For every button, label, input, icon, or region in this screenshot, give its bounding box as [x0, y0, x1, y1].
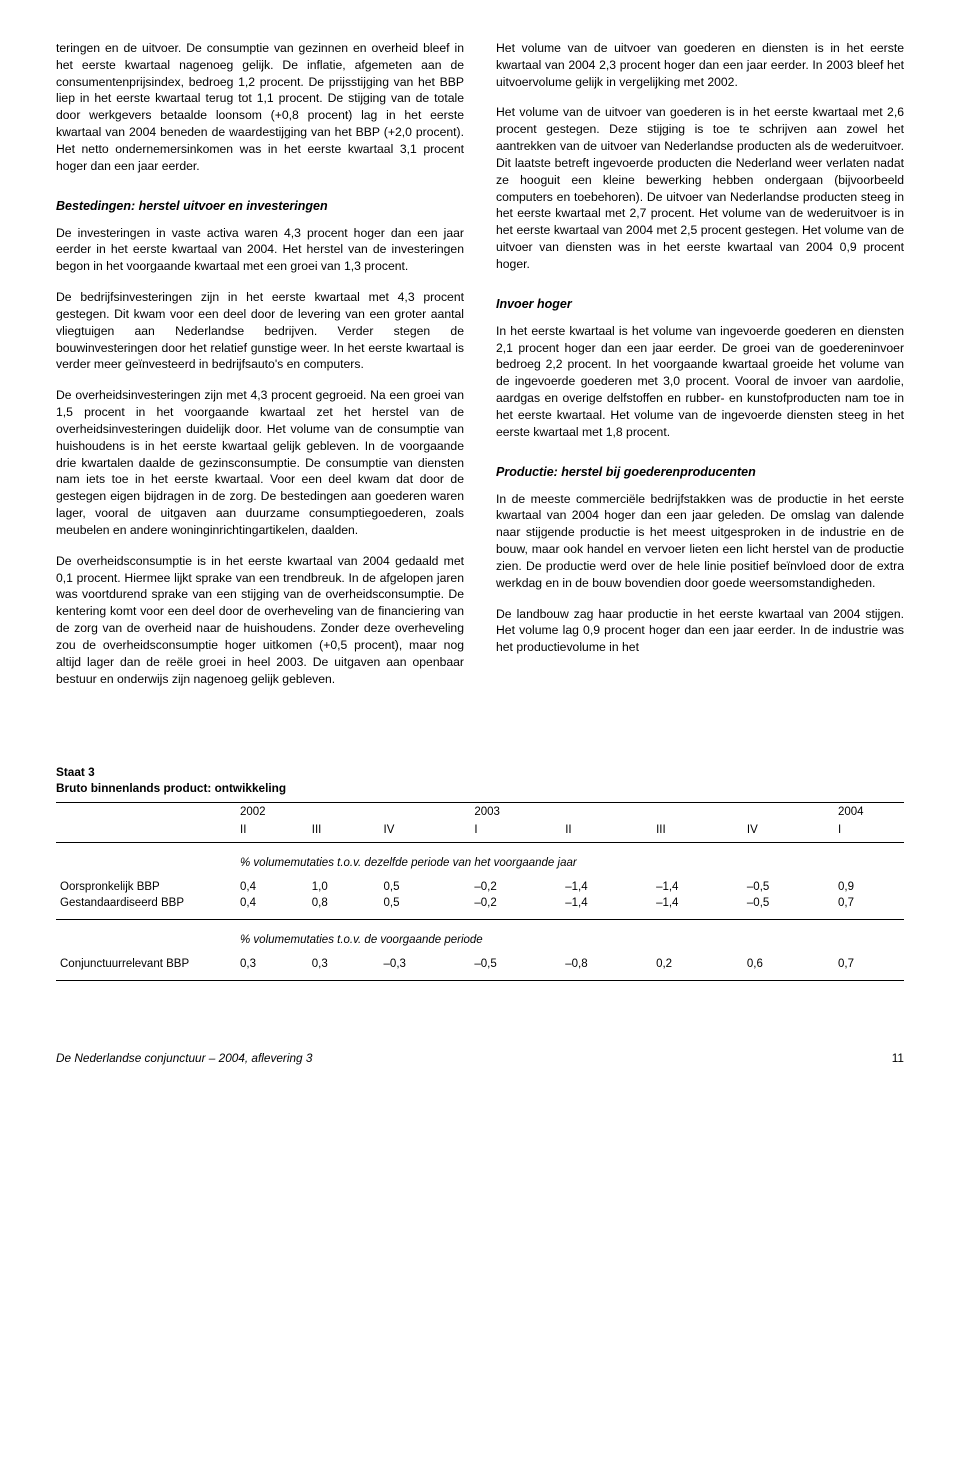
data-cell: 0,4 — [236, 879, 308, 895]
year-2004: 2004 — [834, 802, 904, 821]
unit-note: % volumemutaties t.o.v. dezelfde periode… — [236, 842, 904, 879]
table-row: Oorspronkelijk BBP 0,4 1,0 0,5 –0,2 –1,4… — [56, 879, 904, 895]
data-cell: –1,4 — [561, 879, 652, 895]
paragraph: De overheidsinvesteringen zijn met 4,3 p… — [56, 387, 464, 538]
paragraph: De investeringen in vaste activa waren 4… — [56, 225, 464, 275]
data-cell: –0,2 — [470, 895, 561, 920]
page: teringen en de uitvoer. De consumptie va… — [0, 0, 960, 1089]
page-number: 11 — [892, 1051, 904, 1065]
right-column: Het volume van de uitvoer van goederen e… — [496, 40, 904, 687]
data-cell: –1,4 — [561, 895, 652, 920]
quarter-cell: III — [308, 821, 380, 843]
quarter-cell: IV — [743, 821, 834, 843]
paragraph: De bedrijfsinvesteringen zijn in het eer… — [56, 289, 464, 373]
data-cell: –0,5 — [743, 895, 834, 920]
unit-note-row: % volumemutaties t.o.v. dezelfde periode… — [56, 842, 904, 879]
table-row: Conjunctuurrelevant BBP 0,3 0,3 –0,3 –0,… — [56, 956, 904, 981]
quarter-cell: I — [470, 821, 561, 843]
data-cell: 0,9 — [834, 879, 904, 895]
data-cell: 1,0 — [308, 879, 380, 895]
data-cell: 0,4 — [236, 895, 308, 920]
paragraph: Het volume van de uitvoer van goederen i… — [496, 104, 904, 272]
row-label: Gestandaardiseerd BBP — [56, 895, 236, 920]
year-2002: 2002 — [236, 802, 470, 821]
paragraph: In de meeste commerciële bedrijfstakken … — [496, 491, 904, 592]
data-cell: –0,8 — [561, 956, 652, 981]
section-heading-invoer: Invoer hoger — [496, 297, 904, 311]
data-cell: 0,5 — [380, 879, 471, 895]
paragraph: Het volume van de uitvoer van goederen e… — [496, 40, 904, 90]
quarter-cell: II — [236, 821, 308, 843]
data-cell: –0,3 — [380, 956, 471, 981]
quarter-cell: I — [834, 821, 904, 843]
data-cell: –0,5 — [470, 956, 561, 981]
row-label: Conjunctuurrelevant BBP — [56, 956, 236, 981]
data-cell: –0,2 — [470, 879, 561, 895]
table-row: Gestandaardiseerd BBP 0,4 0,8 0,5 –0,2 –… — [56, 895, 904, 920]
section-heading-bestedingen: Bestedingen: herstel uitvoer en invester… — [56, 199, 464, 213]
data-cell: –0,5 — [743, 879, 834, 895]
data-cell: 0,6 — [743, 956, 834, 981]
data-cell: 0,5 — [380, 895, 471, 920]
quarter-cell: II — [561, 821, 652, 843]
page-footer: De Nederlandse conjunctuur – 2004, aflev… — [56, 1051, 904, 1065]
paragraph: teringen en de uitvoer. De consumptie va… — [56, 40, 464, 175]
section-heading-productie: Productie: herstel bij goederenproducent… — [496, 465, 904, 479]
paragraph: De landbouw zag haar productie in het ee… — [496, 606, 904, 656]
quarter-header-row: II III IV I II III IV I — [56, 821, 904, 843]
table-title: Bruto binnenlands product: ontwikkeling — [56, 781, 904, 796]
data-cell: 0,3 — [308, 956, 380, 981]
data-cell: 0,2 — [652, 956, 743, 981]
footer-publication: De Nederlandse conjunctuur – 2004, aflev… — [56, 1051, 312, 1065]
left-column: teringen en de uitvoer. De consumptie va… — [56, 40, 464, 687]
two-column-body: teringen en de uitvoer. De consumptie va… — [56, 40, 904, 687]
data-cell: 0,3 — [236, 956, 308, 981]
table-number: Staat 3 — [56, 765, 904, 780]
paragraph: In het eerste kwartaal is het volume van… — [496, 323, 904, 441]
bbp-table: 2002 2003 2004 II III IV I II III IV I %… — [56, 802, 904, 981]
year-2003: 2003 — [470, 802, 834, 821]
quarter-cell: III — [652, 821, 743, 843]
year-header-row: 2002 2003 2004 — [56, 802, 904, 821]
data-cell: –1,4 — [652, 895, 743, 920]
data-cell: 0,7 — [834, 956, 904, 981]
unit-note: % volumemutaties t.o.v. de voorgaande pe… — [236, 919, 904, 956]
table-block-staat3: Staat 3 Bruto binnenlands product: ontwi… — [56, 765, 904, 981]
data-cell: –1,4 — [652, 879, 743, 895]
quarter-cell: IV — [380, 821, 471, 843]
unit-note-row: % volumemutaties t.o.v. de voorgaande pe… — [56, 919, 904, 956]
data-cell: 0,7 — [834, 895, 904, 920]
row-label: Oorspronkelijk BBP — [56, 879, 236, 895]
paragraph: De overheidsconsumptie is in het eerste … — [56, 553, 464, 688]
data-cell: 0,8 — [308, 895, 380, 920]
